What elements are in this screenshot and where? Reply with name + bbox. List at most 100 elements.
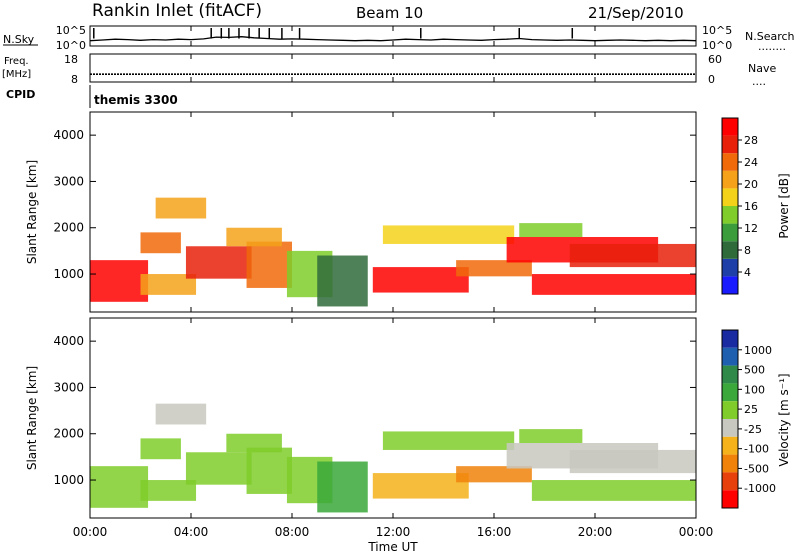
heatmap-cell xyxy=(140,232,181,254)
noise-trace xyxy=(89,28,697,42)
power-colorbar-tick-label: 28 xyxy=(744,134,758,147)
station-title: Rankin Inlet (fitACF) xyxy=(92,1,262,21)
heatmap-cell xyxy=(519,223,583,237)
power-colorbar-box xyxy=(722,206,738,224)
power-colorbar-box xyxy=(722,223,738,242)
velocity-colorbar-frame xyxy=(721,329,739,509)
range-tick-label: 3000 xyxy=(53,174,84,188)
heatmap-cell xyxy=(519,429,583,443)
heatmap-cell xyxy=(155,197,207,219)
freq-tick-bottom: 8 xyxy=(71,73,78,86)
power-colorbar: 4 8 12 16 20 24 28 Power [dB] xyxy=(721,117,791,295)
heatmap-cell xyxy=(382,225,515,244)
heatmap-cell xyxy=(317,461,368,513)
time-tick-label: 08:00 xyxy=(275,525,310,539)
velocity-panel: 1000 2000 3000 4000 Slant Range [km] xyxy=(25,317,697,519)
power-colorbar-tick-label: 20 xyxy=(744,178,758,191)
velocity-data xyxy=(90,403,696,513)
velocity-colorbar-tick-label: 500 xyxy=(744,364,765,377)
velocity-colorbar-box xyxy=(722,490,738,508)
velocity-colorbar-box xyxy=(722,436,738,455)
date-title: 21/Sep/2010 xyxy=(588,4,684,22)
heatmap-cell xyxy=(372,267,469,293)
time-tick-label: 12:00 xyxy=(376,525,411,539)
power-colorbar-tick-label: 24 xyxy=(744,156,758,169)
noise-right-tick-bottom: 10^0 xyxy=(702,39,732,52)
power-colorbar-label: Power [dB] xyxy=(777,173,791,238)
velocity-colorbar-box xyxy=(722,330,738,348)
heatmap-cell xyxy=(317,255,368,307)
range-tick-label: 3000 xyxy=(53,380,84,394)
heatmap-cell xyxy=(246,241,292,288)
power-colorbar-box xyxy=(722,258,738,277)
freq-label-1: Freq. xyxy=(4,56,29,67)
heatmap-cell xyxy=(372,473,469,499)
velocity-colorbar-box xyxy=(722,454,738,473)
freq-panel: Freq. [MHz] 18 8 60 0 Nave .... xyxy=(2,53,776,88)
power-range-label: Slant Range [km] xyxy=(25,160,39,264)
power-panel: 1000 2000 3000 4000 Slant Range [km] xyxy=(25,111,697,313)
velocity-colorbar-tick-label: 25 xyxy=(744,403,758,416)
heatmap-cell xyxy=(382,431,515,450)
velocity-colorbar-box xyxy=(722,472,738,491)
power-colorbar-tick-label: 4 xyxy=(744,266,751,279)
velocity-colorbar-tick-label: -25 xyxy=(744,423,762,436)
heatmap-cell xyxy=(456,466,532,483)
power-colorbar-tick-label: 16 xyxy=(744,200,758,213)
cpid-label: CPID xyxy=(6,88,35,101)
power-colorbar-box xyxy=(722,153,738,171)
velocity-colorbar-box xyxy=(722,365,738,384)
power-colorbar-box xyxy=(722,118,738,136)
velocity-colorbar-tick-label: -500 xyxy=(744,462,769,475)
time-tick-label: 16:00 xyxy=(477,525,512,539)
heatmap-cell xyxy=(456,260,532,277)
power-colorbar-tick-label: 12 xyxy=(744,222,758,235)
noise-left-tick-top: 10^5 xyxy=(56,24,86,37)
velocity-colorbar-ticks: 1000 500 100 25 -25 -100 -500 -1000 xyxy=(738,344,776,495)
heatmap-cell xyxy=(140,438,181,460)
velocity-colorbar-label: Velocity [m s⁻¹] xyxy=(777,373,791,466)
noise-left-tick-bottom: 10^0 xyxy=(56,39,86,52)
heatmap-cell xyxy=(569,449,696,474)
time-axis-ticks: 00:00 04:00 08:00 12:00 16:00 20:00 00:00 xyxy=(73,26,714,539)
time-tick-label: 00:00 xyxy=(679,525,714,539)
time-tick-label: 00:00 xyxy=(73,525,108,539)
power-colorbar-box xyxy=(722,241,738,259)
heatmap-cell xyxy=(90,466,149,508)
velocity-colorbar-box xyxy=(722,419,738,437)
power-colorbar-box xyxy=(722,276,738,294)
range-tick-label: 1000 xyxy=(53,473,84,487)
power-colorbar-box xyxy=(722,188,738,206)
velocity-colorbar-tick-label: 1000 xyxy=(744,344,772,357)
power-colorbar-box xyxy=(722,170,738,189)
velocity-colorbar-box xyxy=(722,383,738,402)
freq-label-2: [MHz] xyxy=(2,69,31,80)
nave-tick-top: 60 xyxy=(708,53,722,66)
velocity-colorbar-tick-label: -1000 xyxy=(744,482,776,495)
heatmap-cell xyxy=(155,403,207,425)
heatmap-cell xyxy=(140,274,197,295)
range-tick-label: 2000 xyxy=(53,427,84,441)
cpid-value: themis 3300 xyxy=(94,93,178,107)
nave-legend: .... xyxy=(752,75,766,88)
power-colorbar-tick-label: 8 xyxy=(744,244,751,257)
noise-right-label: N.Search xyxy=(745,30,795,43)
nave-label: Nave xyxy=(748,62,776,75)
time-tick-label: 20:00 xyxy=(578,525,613,539)
heatmap-cell xyxy=(185,246,252,279)
velocity-colorbar-boxes xyxy=(722,330,738,508)
beam-title: Beam 10 xyxy=(356,4,423,22)
velocity-colorbar-tick-label: 100 xyxy=(744,383,765,396)
velocity-colorbar-tick-label: -100 xyxy=(744,443,769,456)
range-tick-label: 2000 xyxy=(53,221,84,235)
range-tick-label: 4000 xyxy=(53,128,84,142)
noise-panel: N.Sky 10^5 10^0 10^5 10^0 N.Search .....… xyxy=(3,24,795,53)
range-tick-label: 1000 xyxy=(53,267,84,281)
velocity-colorbar-box xyxy=(722,347,738,366)
power-data xyxy=(90,197,696,307)
freq-tick-top: 18 xyxy=(64,53,78,66)
heatmap-cell xyxy=(226,227,282,247)
velocity-colorbar-box xyxy=(722,401,738,419)
noise-line xyxy=(89,36,697,42)
range-tick-label: 4000 xyxy=(53,334,84,348)
